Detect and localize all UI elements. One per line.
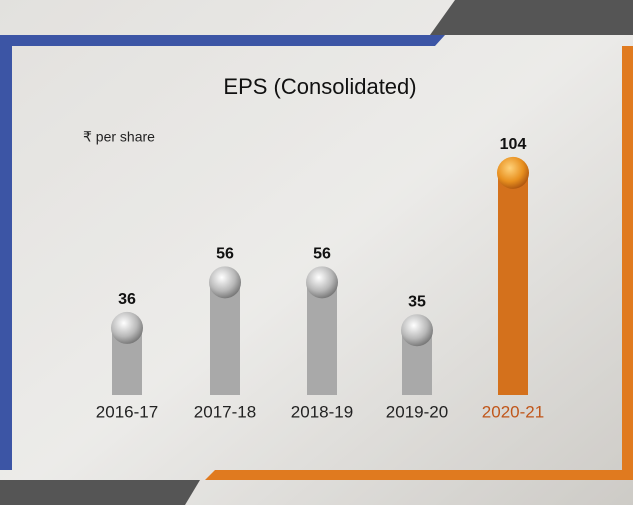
bar <box>210 282 240 395</box>
value-label: 36 <box>118 291 136 308</box>
corner-strip <box>430 0 633 35</box>
corner-strip <box>0 480 200 505</box>
x-tick-label: 2016-17 <box>96 402 158 421</box>
x-tick-label: 2020-21 <box>482 402 544 421</box>
bar-cap <box>497 156 529 189</box>
x-tick-label: 2018-19 <box>291 402 353 421</box>
bar-cap <box>401 314 433 347</box>
bar <box>307 282 337 395</box>
x-tick-label: 2019-20 <box>386 402 448 421</box>
x-tick-label: 2017-18 <box>194 402 256 421</box>
bar <box>498 172 528 395</box>
bar-cap <box>306 266 338 299</box>
bar-cap <box>111 311 143 344</box>
unit-label: ₹ per share <box>83 129 155 145</box>
value-label: 56 <box>216 246 234 263</box>
chart-title: EPS (Consolidated) <box>223 74 416 99</box>
value-label: 104 <box>500 136 527 153</box>
value-label: 56 <box>313 246 331 263</box>
bar-cap <box>209 266 241 299</box>
value-label: 35 <box>408 293 426 310</box>
